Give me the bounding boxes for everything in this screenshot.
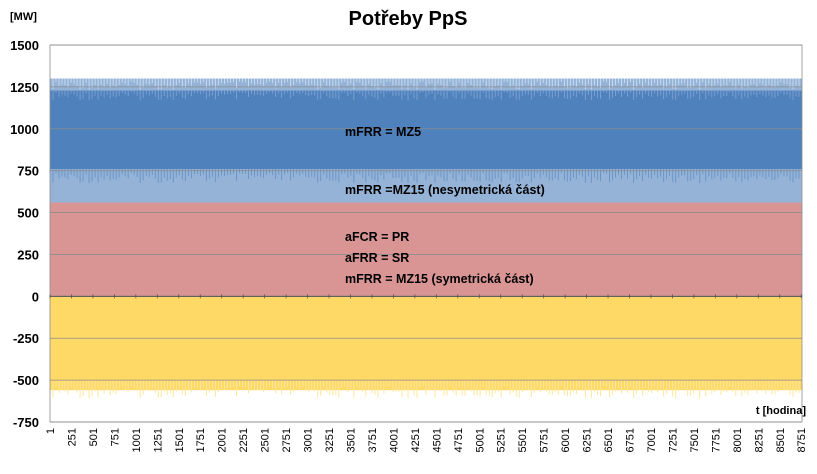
x-tick-label: 3751 [367, 428, 379, 452]
series-band-symetricka [50, 202, 802, 297]
x-tick-label: 8001 [732, 428, 744, 452]
x-tick-label: 1 [45, 428, 57, 434]
y-tick-label: -500 [13, 373, 39, 388]
x-tick-label: 4001 [388, 428, 400, 452]
x-tick-label: 3001 [303, 428, 315, 452]
x-tick-label: 4501 [431, 428, 443, 452]
x-tick-label: 2251 [238, 428, 250, 452]
y-tick-label: -250 [13, 331, 39, 346]
y-tick-label: 1000 [10, 122, 39, 137]
y-tick-label: 1500 [10, 38, 39, 53]
x-axis-label: t [hodina] [756, 405, 806, 417]
annotation-afrr: aFRR = SR [345, 251, 409, 265]
x-tick-label: 6751 [625, 428, 637, 452]
y-axis: 1500 1250 1000 750 500 250 0 -250 -500 -750 [10, 38, 39, 430]
x-tick-label: 1501 [174, 428, 186, 452]
x-tick-label: 8501 [775, 428, 787, 452]
x-tick-label: 7001 [646, 428, 658, 452]
series-band-mz5 [50, 90, 802, 169]
x-tick-label: 251 [67, 428, 79, 446]
x-tick-label: 1751 [195, 428, 207, 452]
x-tick-label: 4251 [410, 428, 422, 452]
annotation-mz5: mFRR = MZ5 [345, 125, 421, 139]
x-tick-label: 2751 [281, 428, 293, 452]
x-tick-label: 5001 [474, 428, 486, 452]
x-tick-label: 1251 [152, 428, 164, 452]
x-tick-label: 7751 [710, 428, 722, 452]
x-tick-label: 2501 [260, 428, 272, 452]
x-tick-label: 2001 [217, 428, 229, 452]
x-tick-label: 6001 [560, 428, 572, 452]
x-tick-label: 501 [88, 428, 100, 446]
y-tick-label: 750 [17, 164, 39, 179]
plot-area [49, 78, 802, 398]
x-tick-label: 8251 [753, 428, 765, 452]
x-tick-label: 6501 [603, 428, 615, 452]
x-tick-label: 5751 [539, 428, 551, 452]
x-tick-label: 6251 [582, 428, 594, 452]
y-tick-label: 1250 [10, 80, 39, 95]
chart-title: Potřeby PpS [349, 8, 468, 30]
annotation-nesymetricka: mFRR =MZ15 (nesymetrická část) [345, 183, 545, 197]
x-tick-label: 7251 [667, 428, 679, 452]
gridlines [49, 44, 803, 423]
series-band-negative [50, 296, 802, 391]
y-tick-label: 500 [17, 206, 39, 221]
x-tick-label: 3501 [346, 428, 358, 452]
x-tick-label: 5501 [517, 428, 529, 452]
x-tick-label: 7501 [689, 428, 701, 452]
y-axis-unit: [MW] [10, 11, 37, 23]
annotation-afcr: aFCR = PR [345, 230, 409, 244]
x-tick-label: 751 [109, 428, 121, 446]
y-tick-label: -750 [13, 415, 39, 430]
x-tick-label: 5251 [496, 428, 508, 452]
x-tick-label: 3251 [324, 428, 336, 452]
y-tick-label: 250 [17, 247, 39, 262]
x-tick-label: 4751 [453, 428, 465, 452]
annotation-mfrr-sym: mFRR = MZ15 (symetrická část) [345, 272, 534, 286]
x-tick-label: 1001 [131, 428, 143, 452]
x-axis: 1 251 501 751 1001 1251 1501 1751 2001 2251 2501 27… [45, 294, 808, 452]
x-tick-label: 8751 [796, 428, 808, 452]
y-tick-label: 0 [32, 289, 39, 304]
